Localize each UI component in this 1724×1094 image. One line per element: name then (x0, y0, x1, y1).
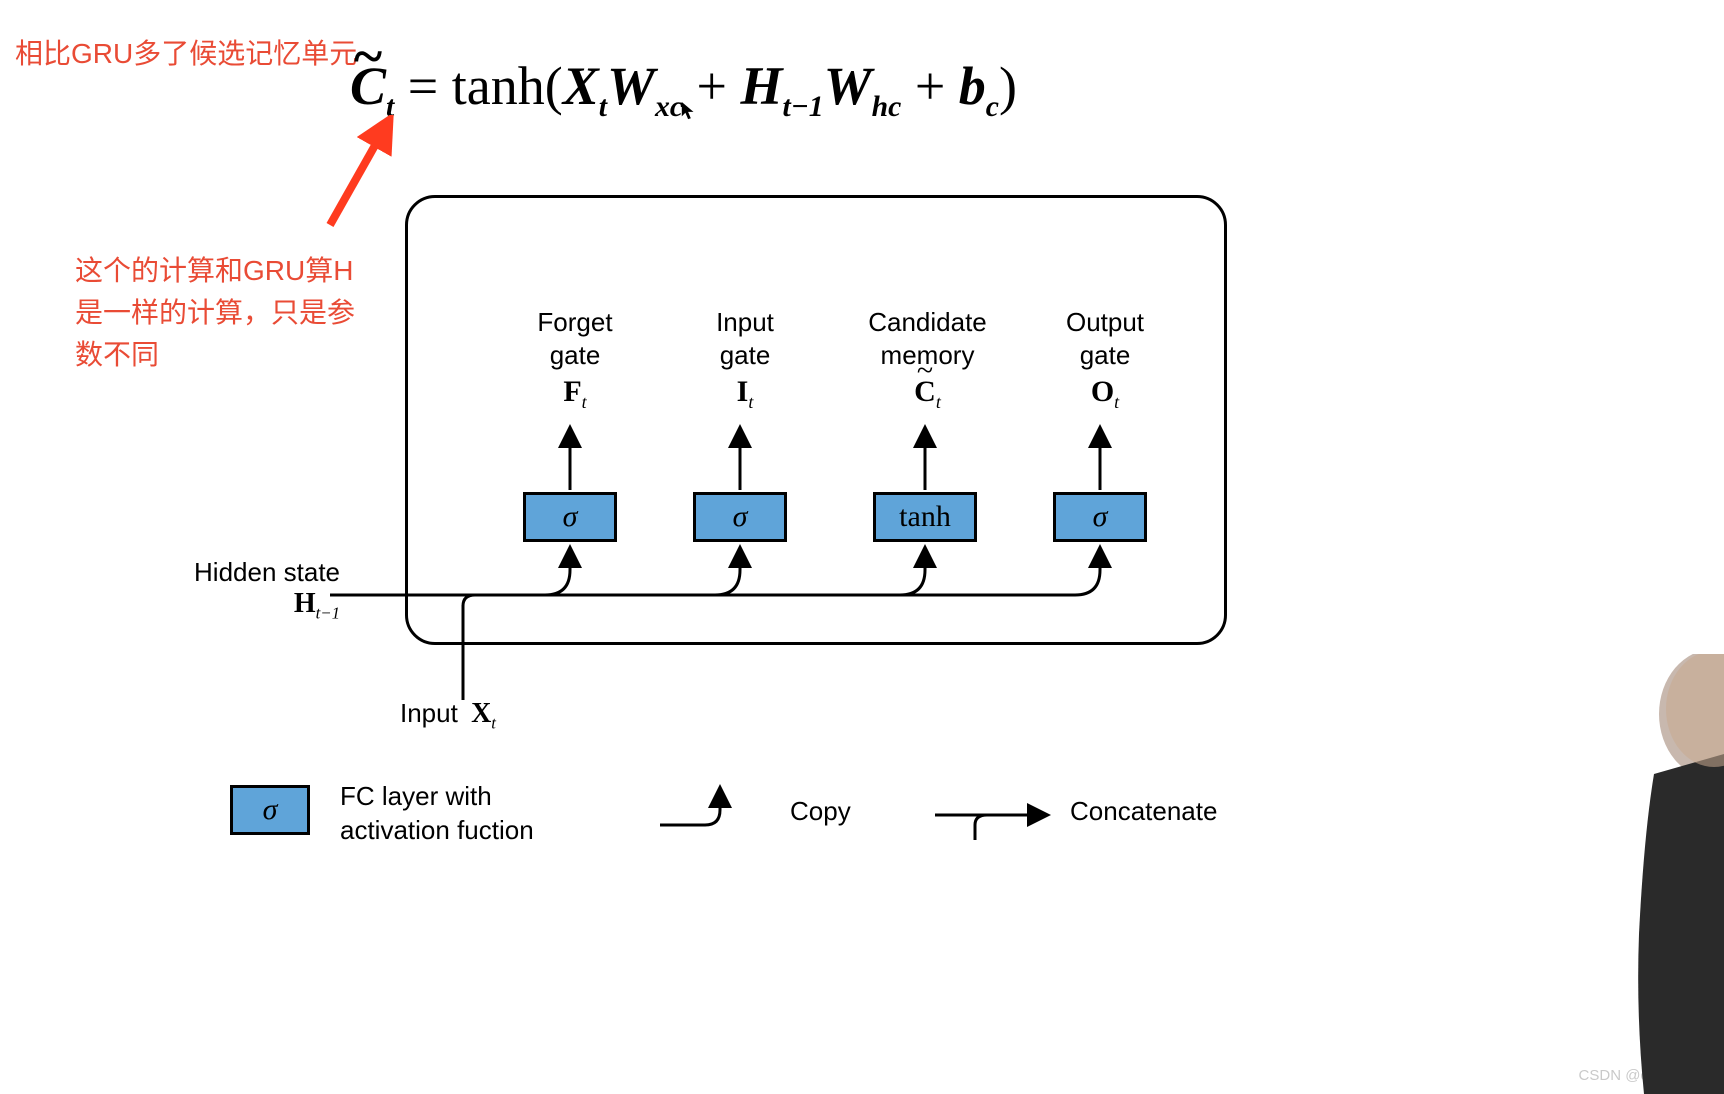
legend-fc-box: σ (230, 785, 310, 835)
legend-concat-text: Concatenate (1070, 795, 1217, 829)
eq-Xsub: t (599, 91, 607, 123)
eq-lhs-var: C (350, 56, 386, 116)
input-sym: X (471, 698, 491, 729)
gate-forget: Forgetgate Ft (500, 306, 650, 413)
gate-output-l2: gate (1080, 340, 1131, 370)
gate-cand-sub: t (936, 392, 941, 412)
gate-forget-sym: F (563, 375, 581, 408)
eq-Wxc: W (607, 56, 655, 116)
eq-H: H (741, 56, 783, 116)
gate-cand-l1: Candidate (868, 307, 987, 337)
annotation-top: 相比GRU多了候选记忆单元 (15, 33, 357, 75)
gate-input-sym: I (737, 375, 749, 408)
gate-output-l1: Output (1066, 307, 1144, 337)
input-label: Input Xt (400, 698, 496, 734)
legend-copy-icon (650, 775, 760, 845)
gate-output-sub: t (1114, 392, 1119, 412)
lstm-box (405, 195, 1227, 645)
eq-bsub: c (986, 91, 999, 123)
eq-Whc: W (824, 56, 872, 116)
input-text: Input (400, 698, 458, 728)
eq-X: X (563, 56, 599, 116)
eq-b: b (959, 56, 986, 116)
eq-Wxcsub: xc (655, 91, 683, 123)
legend: σ FC layer with activation fuction Copy … (230, 770, 1430, 860)
red-arrow (310, 115, 410, 235)
hidden-sym: H (294, 588, 316, 619)
hidden-sub: t−1 (316, 604, 340, 623)
hidden-text: Hidden state (194, 557, 340, 587)
gate-forget-sub: t (582, 392, 587, 412)
legend-concat-icon (925, 775, 1055, 845)
gate-input: Inputgate It (670, 306, 820, 413)
gate-forget-l2: gate (550, 340, 601, 370)
annotation-side: 这个的计算和GRU算H是一样的计算，只是参数不同 (75, 250, 375, 376)
fc-input: σ (693, 492, 787, 542)
fc-output: σ (1053, 492, 1147, 542)
gate-input-l2: gate (720, 340, 771, 370)
legend-fc-t2: activation fuction (340, 815, 534, 845)
gate-forget-l1: Forget (537, 307, 612, 337)
gate-input-sub: t (748, 392, 753, 412)
gate-output-sym: O (1091, 375, 1114, 408)
fc-candidate: tanh (873, 492, 977, 542)
legend-copy-text: Copy (790, 795, 851, 829)
input-sub: t (491, 714, 496, 733)
gate-output: Outputgate Ot (1030, 306, 1180, 413)
presenter-silhouette (1584, 654, 1724, 1094)
eq-Whcsub: hc (872, 91, 902, 123)
equation: Ct = tanh(XtWxc + Ht−1Whc + bc) (350, 55, 1017, 124)
legend-fc-t1: FC layer with (340, 781, 492, 811)
fc-forget: σ (523, 492, 617, 542)
eq-Hsub: t−1 (783, 91, 824, 123)
gate-candidate: Candidatememory ~Ct (840, 306, 1015, 413)
eq-func: tanh (452, 56, 545, 116)
hidden-state-label: Hidden state Ht−1 (175, 557, 340, 624)
legend-fc-text: FC layer with activation fuction (340, 780, 534, 848)
gate-input-l1: Input (716, 307, 774, 337)
